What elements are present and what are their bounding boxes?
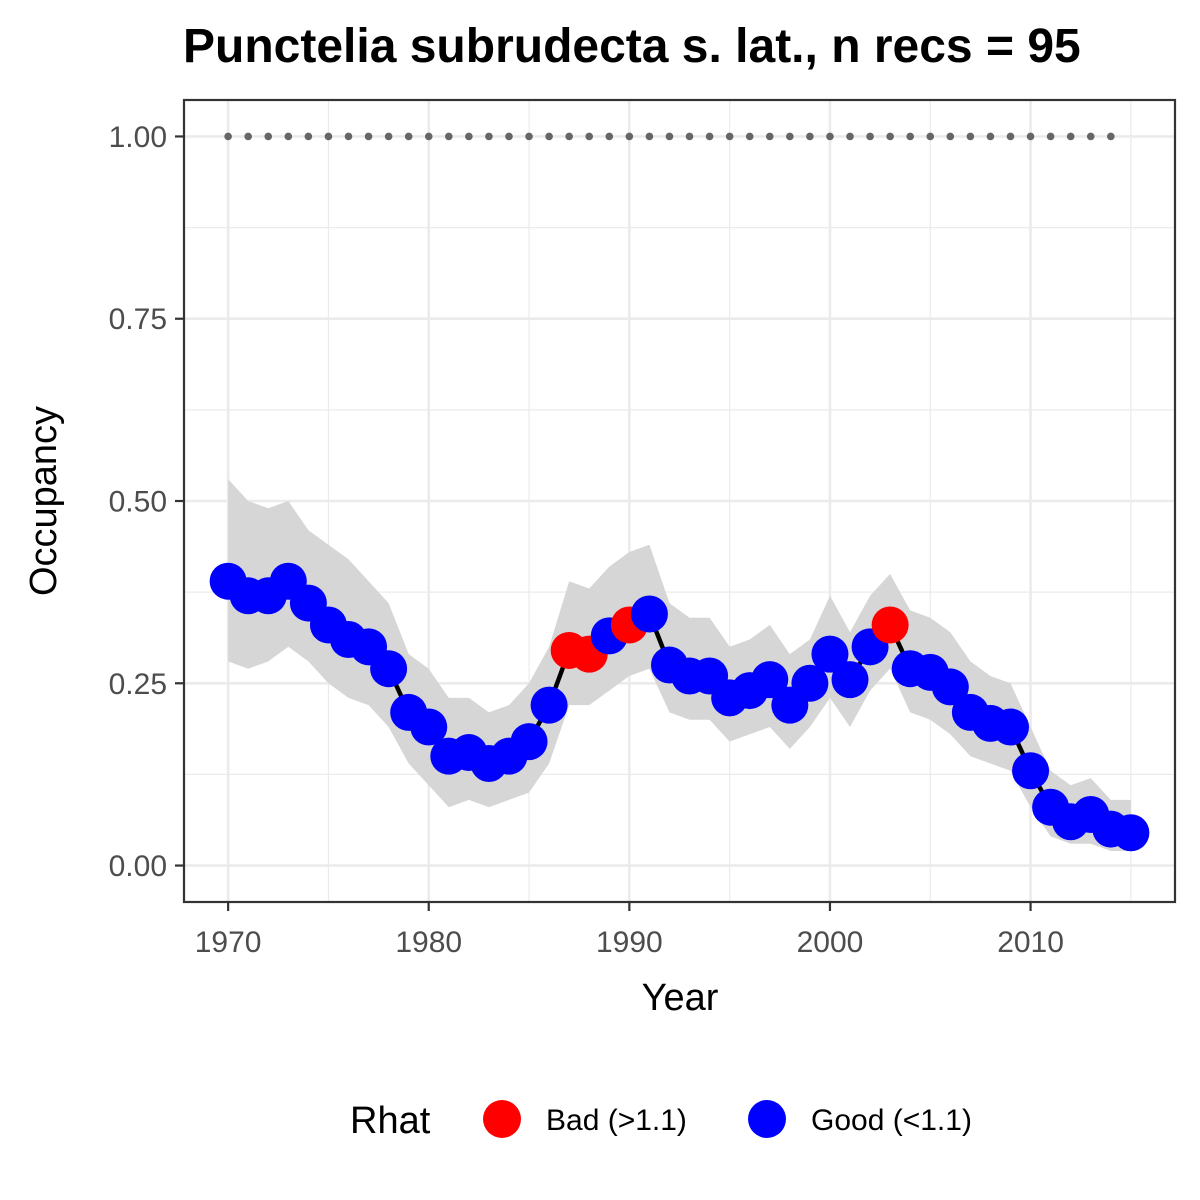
reference-dot (344, 132, 353, 141)
reference-dot (886, 132, 894, 141)
reference-dot (485, 132, 493, 141)
data-point-1991 (630, 595, 668, 633)
y-axis-title: Occupancy (23, 406, 65, 596)
data-point-2009 (992, 708, 1030, 746)
legend-key-good (748, 1100, 786, 1138)
reference-dot (244, 132, 252, 141)
x-axis-title: Year (642, 977, 719, 1019)
x-tick-label: 2010 (997, 926, 1064, 959)
reference-dot (866, 132, 874, 141)
y-axis: 0.00 0.25 0.50 0.75 1.00 (109, 121, 184, 883)
reference-dot (1086, 132, 1095, 141)
reference-dot (826, 132, 834, 141)
reference-dot (786, 132, 794, 141)
data-point-2003 (871, 606, 909, 644)
reference-dot (745, 132, 754, 141)
reference-line (224, 132, 1115, 141)
data-point-2015 (1112, 814, 1150, 852)
reference-dot (364, 132, 373, 141)
reference-dot (224, 132, 232, 141)
data-points (209, 562, 1150, 852)
reference-dot (445, 132, 453, 141)
y-tick-label: 0.25 (109, 668, 167, 701)
x-axis: 1970 1980 1990 2000 2010 (195, 902, 1064, 959)
reference-dot (284, 132, 293, 141)
data-point-1978 (370, 650, 408, 688)
reference-dot (765, 132, 774, 141)
reference-dot (685, 132, 694, 141)
chart-title: Punctelia subrudecta s. lat., n recs = 9… (183, 20, 1081, 73)
reference-dot (1006, 132, 1015, 141)
reference-dot (505, 132, 513, 141)
reference-dot (625, 132, 634, 141)
data-point-1985 (510, 723, 548, 761)
reference-dot (324, 132, 333, 141)
reference-dot (585, 132, 594, 141)
data-point-1999 (791, 664, 829, 702)
x-tick-label: 2000 (797, 926, 864, 959)
x-tick-label: 1970 (195, 926, 262, 959)
reference-dot (806, 132, 814, 141)
data-point-2010 (1012, 752, 1050, 790)
reference-dot (665, 132, 674, 141)
reference-dot (846, 132, 854, 141)
reference-dot (966, 132, 975, 141)
reference-dot (986, 132, 995, 141)
data-point-1980 (410, 708, 448, 746)
data-point-1986 (530, 686, 568, 724)
legend-key-bad (483, 1100, 521, 1138)
data-point-2001 (831, 661, 869, 699)
reference-dot (545, 132, 553, 141)
reference-dot (645, 132, 654, 141)
reference-dot (304, 132, 313, 141)
reference-dot (384, 132, 393, 141)
y-tick-label: 0.75 (109, 303, 167, 336)
reference-dot (264, 132, 273, 141)
reference-dot (424, 132, 433, 141)
reference-dot (725, 132, 734, 141)
data-point-1997 (751, 661, 789, 699)
y-tick-label: 0.00 (109, 850, 167, 883)
legend-label-good: Good (<1.1) (811, 1104, 972, 1137)
reference-dot (525, 132, 533, 141)
x-tick-label: 1990 (596, 926, 663, 959)
data-point-2000 (811, 635, 849, 673)
reference-dot (1066, 132, 1075, 141)
data-point-2006 (931, 668, 969, 706)
reference-dot (926, 132, 935, 141)
reference-dot (465, 132, 473, 141)
y-tick-label: 1.00 (109, 121, 167, 154)
legend-title: Rhat (350, 1100, 431, 1142)
reference-dot (1107, 132, 1115, 141)
reference-dot (906, 132, 914, 141)
reference-dot (1046, 132, 1055, 141)
x-tick-label: 1980 (395, 926, 462, 959)
reference-dot (565, 132, 573, 141)
reference-dot (946, 132, 955, 141)
reference-dot (705, 132, 714, 141)
reference-dot (404, 132, 413, 141)
reference-dot (1026, 132, 1035, 141)
legend: Rhat Bad (>1.1) Good (<1.1) (350, 1100, 972, 1142)
y-tick-label: 0.50 (109, 486, 167, 519)
legend-label-bad: Bad (>1.1) (546, 1104, 687, 1137)
reference-dot (605, 132, 614, 141)
